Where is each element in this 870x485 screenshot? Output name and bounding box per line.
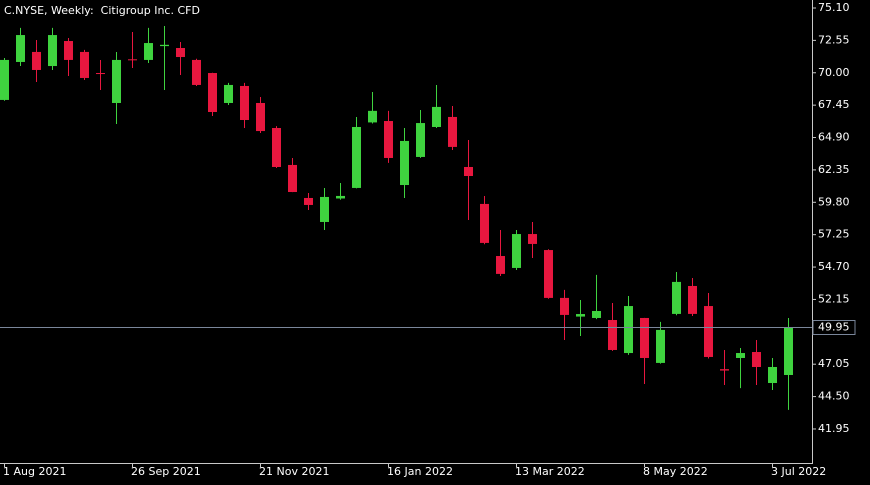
y-tick-label: 52.15 bbox=[818, 292, 850, 305]
y-tick-label: 54.70 bbox=[818, 260, 850, 273]
candle-body bbox=[480, 203, 489, 243]
candle-body bbox=[240, 85, 249, 121]
candle-body bbox=[64, 41, 73, 60]
y-tick-label: 57.25 bbox=[818, 228, 850, 241]
candle-body bbox=[784, 327, 793, 375]
candle-body bbox=[768, 366, 777, 383]
x-tick-label: 21 Nov 2021 bbox=[259, 465, 329, 478]
x-tick-label: 3 Jul 2022 bbox=[771, 465, 826, 478]
candle-body bbox=[288, 164, 297, 193]
candle-body bbox=[752, 352, 761, 367]
candle-body bbox=[624, 306, 633, 354]
candle-body bbox=[640, 317, 649, 358]
candle-body bbox=[688, 285, 697, 314]
candle-body bbox=[608, 320, 617, 350]
candle-body bbox=[416, 123, 425, 157]
candle-body bbox=[528, 234, 537, 244]
candle-body bbox=[96, 73, 105, 75]
y-tick-label: 72.55 bbox=[818, 33, 850, 46]
y-tick-label: 41.95 bbox=[818, 422, 850, 435]
last-price-box bbox=[812, 320, 856, 335]
candle-body bbox=[464, 166, 473, 177]
y-tick-label: 44.50 bbox=[818, 390, 850, 403]
chart-title: C.NYSE, Weekly: Citigroup Inc. CFD bbox=[4, 4, 200, 17]
y-tick-label: 59.80 bbox=[818, 195, 850, 208]
candle-body bbox=[576, 314, 585, 317]
x-tick-label: 16 Jan 2022 bbox=[387, 465, 453, 478]
candle-body bbox=[224, 84, 233, 103]
candle-body bbox=[192, 59, 201, 85]
x-tick-label: 26 Sep 2021 bbox=[131, 465, 201, 478]
x-tick-label: 13 Mar 2022 bbox=[515, 465, 585, 478]
candle-body bbox=[656, 329, 665, 363]
candle-body bbox=[704, 306, 713, 357]
candle-body bbox=[736, 353, 745, 358]
x-tick-label: 8 May 2022 bbox=[643, 465, 708, 478]
y-tick-label: 62.35 bbox=[818, 163, 850, 176]
candle-body bbox=[256, 102, 265, 132]
last-price-label: 49.95 bbox=[818, 321, 850, 334]
candle-body bbox=[320, 196, 329, 222]
x-tick-label: 1 Aug 2021 bbox=[3, 465, 66, 478]
y-tick-label: 75.10 bbox=[818, 1, 850, 14]
candle-body bbox=[512, 234, 521, 268]
candle-body bbox=[384, 121, 393, 158]
candle-body bbox=[80, 51, 89, 78]
candle-body bbox=[400, 140, 409, 186]
candle-body bbox=[144, 43, 153, 60]
y-tick-label: 47.05 bbox=[818, 357, 850, 370]
candle-body bbox=[128, 59, 137, 61]
candle-body bbox=[176, 48, 185, 58]
candle-body bbox=[336, 195, 345, 199]
candle-body bbox=[208, 73, 217, 113]
candle-body bbox=[0, 59, 9, 100]
candle-body bbox=[592, 310, 601, 318]
candle-body bbox=[720, 369, 729, 371]
candle-body bbox=[16, 35, 25, 62]
y-tick-label: 70.00 bbox=[818, 66, 850, 79]
candle-body bbox=[432, 106, 441, 127]
y-tick-label: 64.90 bbox=[818, 131, 850, 144]
candle-body bbox=[304, 197, 313, 205]
candle-body bbox=[112, 59, 121, 103]
candle-body bbox=[672, 281, 681, 314]
candle-body bbox=[448, 116, 457, 147]
candle-body bbox=[544, 250, 553, 298]
candle-body bbox=[560, 297, 569, 315]
y-tick-label: 67.45 bbox=[818, 98, 850, 111]
candle-body bbox=[160, 44, 169, 47]
candle-body bbox=[32, 51, 41, 70]
candle-body bbox=[272, 128, 281, 167]
candle-body bbox=[352, 126, 361, 188]
candle-body bbox=[496, 256, 505, 274]
candle-body bbox=[48, 35, 57, 67]
candle-body bbox=[368, 110, 377, 123]
